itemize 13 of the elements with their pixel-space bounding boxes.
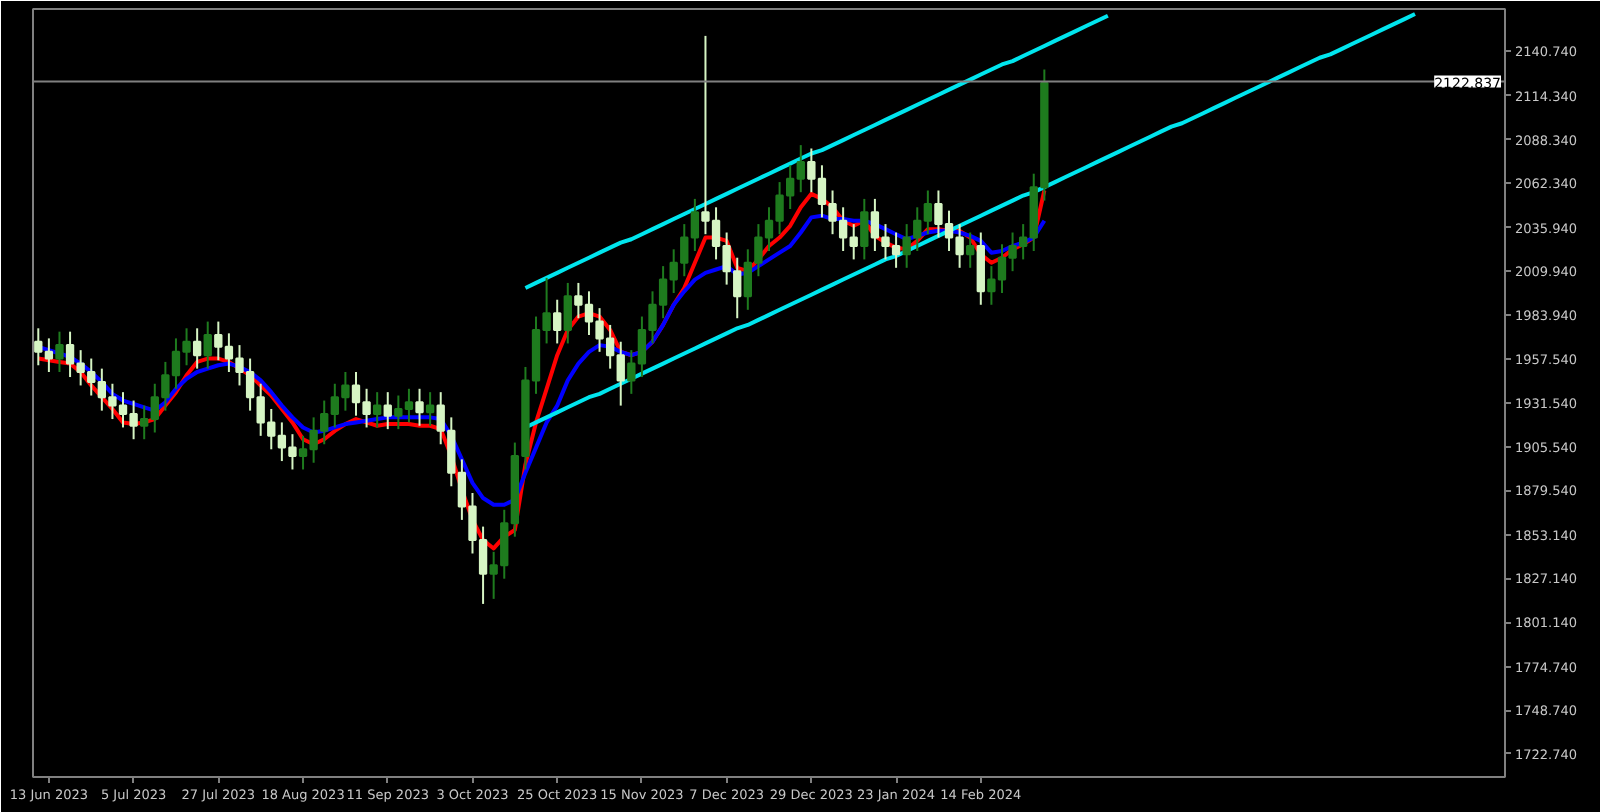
- candlestick: [553, 298, 562, 345]
- candlestick: [203, 320, 212, 370]
- candlestick: [563, 281, 572, 345]
- candlestick: [192, 327, 202, 370]
- candlestick: [373, 391, 382, 429]
- candlestick: [966, 231, 975, 269]
- line-series: [523, 13, 1110, 290]
- candlestick: [860, 197, 869, 261]
- candlestick: [425, 391, 435, 427]
- candlestick: [55, 330, 64, 373]
- candlestick: [383, 391, 392, 431]
- candlestick: [415, 387, 424, 427]
- candlestick: [976, 231, 985, 306]
